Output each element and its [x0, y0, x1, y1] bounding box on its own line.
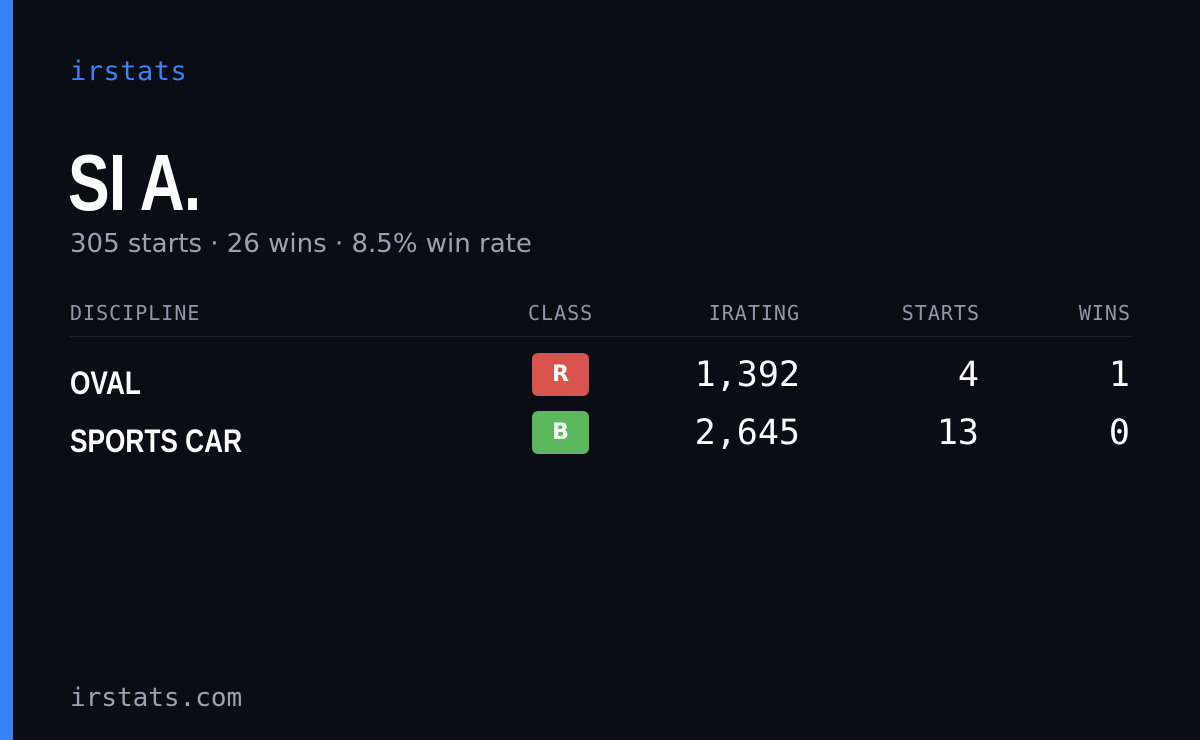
footer-url[interactable]: irstats.com — [70, 683, 243, 713]
accent-bar — [0, 0, 13, 740]
starts-value: 13 — [936, 413, 979, 453]
brand-logo-text[interactable]: irstats — [70, 56, 188, 87]
header-starts: STARTS — [901, 301, 980, 325]
irating-value: 2,645 — [694, 413, 800, 453]
driver-summary: 305 starts · 26 wins · 8.5% win rate — [70, 226, 532, 262]
summary-wins: 26 wins — [226, 229, 327, 259]
header-wins: WINS — [1078, 301, 1131, 325]
irating-value: 1,392 — [694, 355, 800, 395]
header-class: CLASS — [528, 301, 594, 325]
header-discipline: DISCIPLINE — [70, 301, 201, 325]
header-irating: IRATING — [708, 301, 800, 325]
table-row: OVAL R 1,392 4 1 — [70, 353, 1131, 411]
discipline-stats-table: DISCIPLINE CLASS IRATING STARTS WINS OVA… — [70, 296, 1131, 469]
driver-name: SI A. — [68, 138, 201, 227]
summary-separator: · — [334, 229, 344, 259]
license-class-badge: R — [532, 353, 589, 396]
table-header: DISCIPLINE CLASS IRATING STARTS WINS — [70, 296, 1131, 337]
discipline-name: SPORTS CAR — [70, 423, 243, 459]
wins-value: 1 — [1108, 355, 1130, 395]
summary-separator: · — [210, 229, 219, 259]
summary-starts: 305 starts — [70, 229, 202, 259]
discipline-name: OVAL — [70, 365, 141, 401]
table-row: SPORTS CAR B 2,645 13 0 — [70, 411, 1131, 469]
starts-value: 4 — [957, 355, 979, 395]
license-class-badge: B — [532, 411, 589, 454]
wins-value: 0 — [1108, 413, 1130, 453]
summary-win-rate: 8.5% win rate — [351, 229, 532, 259]
